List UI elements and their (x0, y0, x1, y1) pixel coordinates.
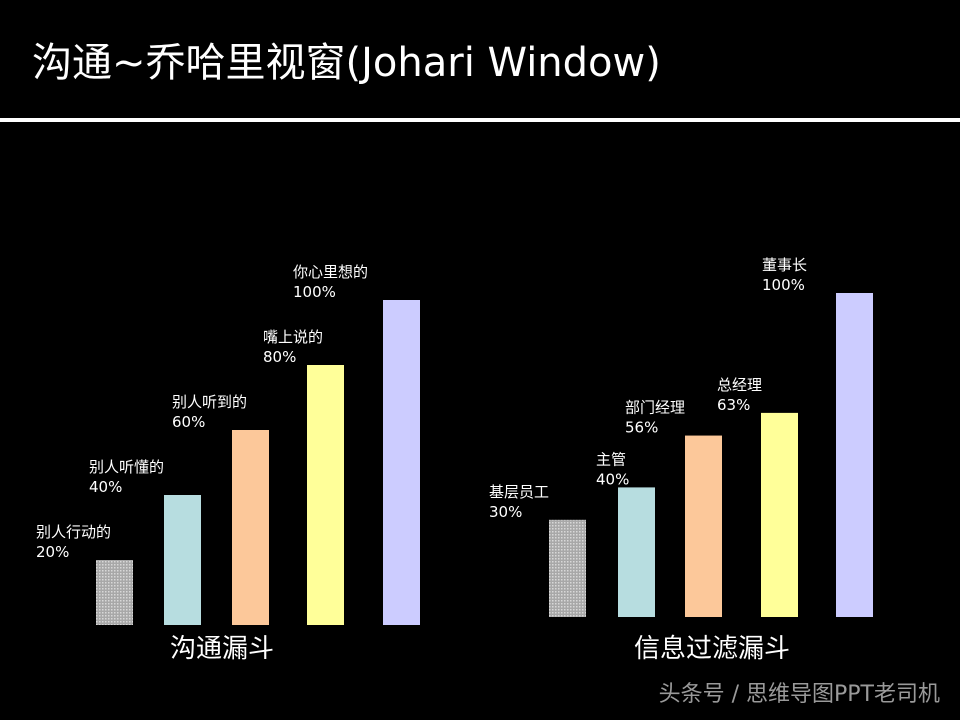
page-title: 沟通~乔哈里视窗(Johari Window) (32, 40, 661, 86)
bar-category-label: 别人听到的 (172, 393, 247, 411)
bar-category-label: 嘴上说的 (263, 328, 323, 346)
bar-4 (761, 412, 798, 617)
bar-value-label: 40% (89, 478, 122, 496)
bar-category-label: 基层员工 (489, 483, 549, 501)
chart-title: 沟通漏斗 (170, 634, 274, 664)
bar-value-label: 30% (489, 503, 522, 521)
bar-5 (383, 300, 420, 625)
watermark: 头条号 / 思维导图PPT老司机 (658, 682, 940, 707)
bar-value-label: 40% (596, 470, 629, 488)
bar-value-label: 56% (625, 419, 658, 437)
bar-category-label: 你心里想的 (293, 263, 368, 281)
bar-value-label: 20% (36, 543, 69, 561)
bar-2 (164, 495, 201, 625)
bar-4 (307, 365, 344, 625)
bar-category-label: 主管 (596, 450, 626, 468)
bar-value-label: 60% (172, 413, 205, 431)
bar-5 (836, 293, 873, 617)
bar-3 (232, 430, 269, 625)
bar-1 (96, 560, 133, 625)
bar-category-label: 别人听懂的 (89, 458, 164, 476)
bar-2 (618, 487, 655, 617)
bar-value-label: 63% (717, 396, 750, 414)
bar-value-label: 100% (293, 283, 336, 301)
bar-category-label: 别人行动的 (36, 523, 111, 541)
bar-category-label: 总经理 (717, 376, 762, 394)
bar-1 (549, 519, 586, 617)
bar-3 (685, 435, 722, 617)
bar-value-label: 100% (762, 276, 805, 294)
chart-title: 信息过滤漏斗 (634, 634, 790, 664)
title-divider (0, 118, 960, 122)
bar-value-label: 80% (263, 348, 296, 366)
bar-category-label: 董事长 (762, 256, 807, 274)
chart-2: 基层员工 30% 主管 40% 部门经理 56% 总经理 63% 董事长 100% 信息过滤漏斗 (489, 256, 873, 664)
chart-1: 别人行动的 20% 别人听懂的 40% 别人听到的 60% 嘴上说的 80% 你心里想的 100%… (36, 263, 420, 664)
bar-category-label: 部门经理 (625, 399, 685, 417)
